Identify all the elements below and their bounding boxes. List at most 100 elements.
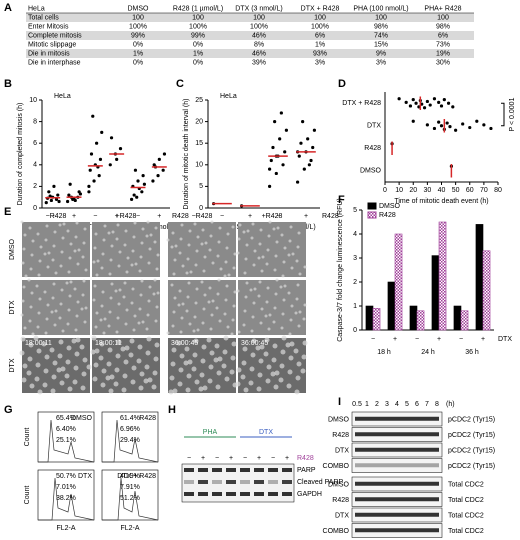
cell bbox=[194, 301, 198, 305]
cell bbox=[231, 318, 235, 322]
cell bbox=[295, 375, 301, 381]
cell bbox=[217, 240, 221, 244]
table-cell: 15% bbox=[374, 41, 388, 48]
cell bbox=[145, 327, 149, 331]
cell bbox=[148, 247, 152, 251]
cell bbox=[171, 231, 175, 235]
cell bbox=[122, 295, 126, 299]
cell bbox=[51, 374, 57, 380]
cell bbox=[126, 256, 130, 260]
cell bbox=[145, 234, 149, 238]
cell bbox=[138, 269, 142, 273]
cell bbox=[273, 384, 279, 390]
cell bbox=[179, 330, 183, 334]
flow-plot bbox=[37, 469, 95, 521]
data-point bbox=[306, 137, 310, 141]
x-tick-label: + bbox=[437, 336, 441, 343]
cell bbox=[93, 246, 97, 250]
table-cell: 100 bbox=[253, 14, 265, 21]
band bbox=[198, 468, 208, 472]
data-point bbox=[461, 122, 465, 126]
cell bbox=[196, 235, 200, 239]
data-point bbox=[302, 167, 306, 171]
cell bbox=[65, 359, 71, 365]
data-point bbox=[299, 141, 303, 145]
cell bbox=[210, 313, 214, 317]
cell bbox=[140, 241, 144, 245]
cell bbox=[65, 281, 69, 285]
band-label: Cleaved PARP bbox=[297, 479, 344, 486]
x-tick-label: − bbox=[371, 336, 375, 343]
data-point bbox=[425, 99, 429, 104]
subtitle: HeLa bbox=[220, 93, 237, 100]
cell bbox=[166, 331, 170, 335]
table-cell: 100% bbox=[250, 23, 268, 30]
table-cell: 3% bbox=[315, 59, 325, 66]
panel-label: F bbox=[338, 194, 345, 206]
cell bbox=[121, 387, 127, 393]
cell bbox=[27, 356, 33, 362]
cell bbox=[29, 305, 33, 309]
cell bbox=[177, 381, 183, 387]
cell bbox=[75, 314, 79, 318]
cell bbox=[61, 236, 65, 240]
cell bbox=[156, 253, 160, 257]
cell bbox=[200, 242, 204, 246]
cell bbox=[139, 255, 143, 259]
cell bbox=[43, 368, 49, 374]
table-cell: 100 bbox=[375, 14, 387, 21]
cell bbox=[138, 385, 144, 391]
group-axis-label: R428 bbox=[172, 213, 189, 220]
cell bbox=[295, 259, 299, 263]
cell bbox=[141, 227, 145, 231]
cell bbox=[23, 233, 27, 237]
cell bbox=[169, 375, 175, 381]
x-axis-label: FL2-A bbox=[56, 525, 75, 532]
cell bbox=[134, 262, 138, 266]
cell bbox=[265, 262, 269, 266]
cell bbox=[67, 308, 71, 312]
cell bbox=[19, 350, 25, 356]
cell bbox=[303, 265, 307, 269]
cell bbox=[176, 340, 182, 346]
cell bbox=[185, 387, 191, 393]
lane-label: + bbox=[285, 455, 289, 462]
band bbox=[282, 480, 292, 484]
cell bbox=[266, 286, 270, 290]
table-cell: 8% bbox=[254, 41, 264, 48]
timestamp: 36:00:45 bbox=[171, 340, 198, 347]
cell bbox=[37, 311, 41, 315]
data-point bbox=[451, 105, 455, 109]
cell bbox=[73, 365, 79, 371]
panel-label: G bbox=[4, 404, 13, 416]
cell bbox=[297, 231, 301, 235]
lane-label: + bbox=[201, 455, 205, 462]
cell bbox=[90, 349, 96, 355]
target-label: Total CDC2 bbox=[448, 513, 484, 520]
cell bbox=[203, 293, 207, 297]
histogram bbox=[38, 419, 95, 463]
cell bbox=[208, 248, 212, 252]
lane-label: + bbox=[229, 455, 233, 462]
table-cell: 100 bbox=[132, 14, 144, 21]
micrograph bbox=[168, 280, 236, 335]
data-point bbox=[162, 152, 167, 156]
cell bbox=[60, 250, 64, 254]
cell bbox=[28, 342, 34, 348]
cell bbox=[153, 278, 157, 282]
data-point bbox=[108, 163, 112, 167]
cell bbox=[251, 338, 257, 344]
cell bbox=[267, 327, 271, 331]
cell bbox=[69, 280, 73, 284]
panel-label: B bbox=[4, 78, 12, 90]
data-point bbox=[87, 190, 91, 194]
cell bbox=[300, 368, 306, 374]
table-header: DTX + R428 bbox=[301, 5, 340, 12]
cell bbox=[211, 299, 215, 303]
cell bbox=[235, 381, 241, 387]
cell bbox=[131, 365, 137, 371]
time-label: 6 bbox=[415, 401, 419, 408]
band bbox=[355, 481, 439, 486]
cell bbox=[173, 258, 177, 262]
band bbox=[184, 492, 194, 496]
